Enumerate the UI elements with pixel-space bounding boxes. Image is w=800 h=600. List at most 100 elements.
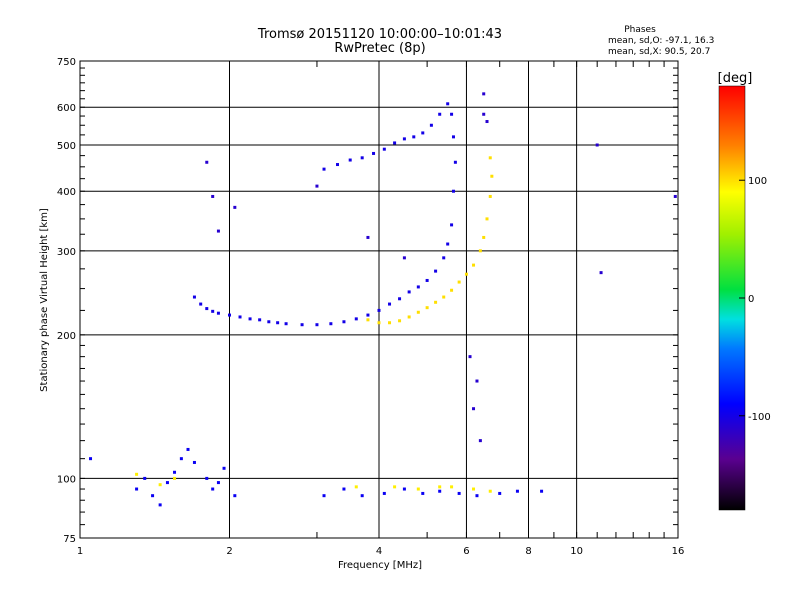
data-point <box>472 487 476 491</box>
data-point <box>540 489 544 493</box>
data-point <box>451 189 455 193</box>
data-point <box>336 163 340 167</box>
x-tick-label: 4 <box>376 546 382 557</box>
data-point <box>450 112 454 116</box>
data-point <box>407 315 411 319</box>
data-point <box>192 295 196 299</box>
data-point <box>485 120 489 124</box>
data-point <box>348 158 352 162</box>
data-point <box>151 494 155 498</box>
data-point <box>366 235 370 239</box>
data-point <box>438 485 442 489</box>
data-point <box>222 466 226 470</box>
data-point <box>398 319 402 323</box>
data-point <box>599 271 603 275</box>
x-tick-label: 1 <box>77 546 83 557</box>
data-point <box>135 472 139 476</box>
data-point <box>216 229 220 233</box>
data-point <box>446 242 450 246</box>
data-point <box>421 131 425 135</box>
data-point <box>276 321 280 325</box>
y-tick-label: 300 <box>57 247 76 258</box>
colorbar-tick-label: 0 <box>748 294 754 305</box>
data-point <box>398 297 402 301</box>
data-point <box>267 320 271 324</box>
y-tick-label: 500 <box>57 141 76 152</box>
x-tick-label: 6 <box>463 546 469 557</box>
data-point <box>402 137 406 141</box>
data-point <box>354 317 358 321</box>
data-point <box>450 485 454 489</box>
chart-subtitle: RwPretec (8p) <box>334 41 425 56</box>
data-point <box>478 439 482 443</box>
data-point <box>464 272 468 276</box>
data-point <box>315 184 319 188</box>
data-point <box>595 143 599 147</box>
data-point <box>393 141 397 145</box>
colorbar-label: [deg] <box>718 71 753 86</box>
data-point <box>315 323 319 327</box>
data-point <box>451 135 455 139</box>
data-point <box>211 487 215 491</box>
data-point <box>360 494 364 498</box>
phases-o-stats: mean, sd,O: -97.1, 16.3 <box>608 36 714 46</box>
x-tick-label: 8 <box>525 546 531 557</box>
data-point <box>450 223 454 227</box>
data-point <box>407 290 411 294</box>
data-point <box>199 302 203 306</box>
data-point <box>258 318 262 322</box>
y-tick-label: 100 <box>57 474 76 485</box>
data-point <box>388 302 392 306</box>
data-point <box>382 491 386 495</box>
data-point <box>416 310 420 314</box>
data-point <box>475 494 479 498</box>
data-point <box>482 92 486 96</box>
x-tick-label: 2 <box>226 546 232 557</box>
data-point <box>158 503 162 507</box>
phases-heading: Phases <box>624 25 656 35</box>
y-tick-label: 750 <box>57 57 76 68</box>
phases-x-stats: mean, sd,X: 90.5, 20.7 <box>608 47 710 57</box>
data-point <box>402 256 406 260</box>
y-tick-label: 600 <box>57 103 76 114</box>
data-point <box>475 379 479 383</box>
data-point <box>284 322 288 326</box>
data-point <box>446 102 450 106</box>
data-point <box>186 447 190 451</box>
data-point <box>515 489 519 493</box>
data-point <box>322 494 326 498</box>
data-point <box>442 295 446 299</box>
data-point <box>382 147 386 151</box>
y-axis-label: Stationary phase Virtual Height [km] <box>39 208 50 392</box>
chart-title: Tromsø 20151120 10:00:00–10:01:43 <box>257 27 502 42</box>
data-point <box>322 167 326 171</box>
data-point <box>478 249 482 253</box>
colorbar-tick-label: -100 <box>748 412 771 423</box>
data-point <box>354 485 358 489</box>
data-point <box>211 309 215 313</box>
data-point <box>442 256 446 260</box>
data-point <box>457 280 461 284</box>
data-point <box>158 483 162 487</box>
data-point <box>179 457 183 461</box>
data-point <box>377 321 381 325</box>
data-point <box>135 487 139 491</box>
x-tick-label: 16 <box>672 546 685 557</box>
colorbar: [deg] 100 0 -100 <box>718 71 771 511</box>
data-point <box>205 476 209 480</box>
data-point <box>490 174 494 178</box>
data-point <box>412 135 416 139</box>
data-point <box>488 489 492 493</box>
data-point <box>238 315 242 319</box>
data-point <box>425 306 429 310</box>
data-point <box>468 355 472 359</box>
data-point <box>488 156 492 160</box>
data-point <box>388 321 392 325</box>
data-point <box>450 288 454 292</box>
data-point <box>165 481 169 485</box>
data-point <box>472 263 476 267</box>
data-point <box>488 194 492 198</box>
x-tick-label: 10 <box>570 546 583 557</box>
data-point <box>457 491 461 495</box>
